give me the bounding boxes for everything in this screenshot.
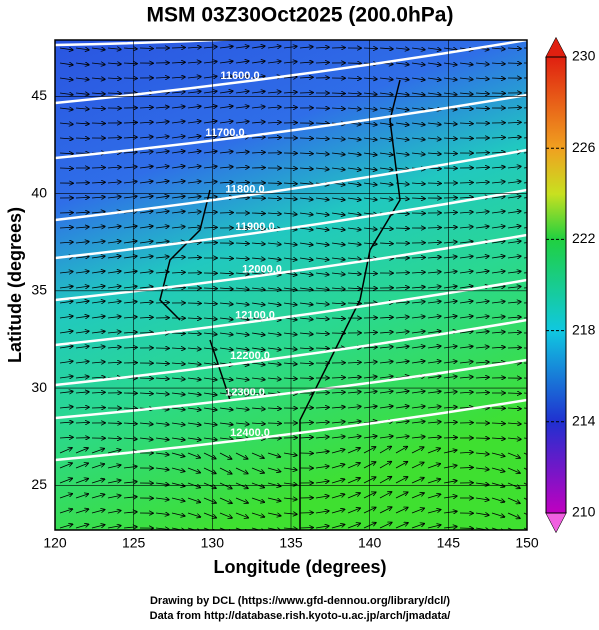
y-tick-label: 25 (31, 476, 47, 492)
colorbar-label: 210 (572, 504, 596, 520)
y-tick-label: 45 (31, 87, 47, 103)
contour-label: 12200.0 (230, 350, 270, 362)
y-tick-label: 40 (31, 184, 47, 200)
plot-area: 11500.011600.011700.011800.011900.012000… (55, 20, 537, 534)
wind-arrow (524, 528, 536, 534)
y-tick-label: 30 (31, 379, 47, 395)
colorbar-label: 218 (572, 321, 596, 337)
title: MSM 03Z30Oct2025 (200.0hPa) (147, 4, 454, 27)
wind-arrow (140, 48, 153, 49)
credit: Drawing by DCL (https://www.gfd-dennou.o… (150, 595, 450, 607)
wind-arrow (476, 108, 489, 109)
contour-label: 11900.0 (235, 221, 274, 233)
credit: Data from http://database.rish.kyoto-u.a… (150, 610, 451, 622)
y-tick-label: 35 (31, 282, 47, 298)
wind-arrow (124, 122, 137, 123)
x-tick-label: 145 (437, 535, 461, 551)
contour-label: 11700.0 (205, 127, 244, 139)
wind-arrow (172, 333, 185, 334)
x-tick-label: 125 (122, 535, 146, 551)
wind-arrow (476, 392, 489, 393)
contour-label: 12400.0 (230, 427, 270, 439)
x-tick-label: 135 (279, 535, 303, 551)
wind-arrow (460, 182, 473, 183)
x-tick-label: 140 (358, 535, 382, 551)
contour-label: 12100.0 (235, 309, 275, 321)
wind-arrow (332, 93, 345, 94)
contour-label: 11600.0 (220, 70, 259, 82)
colorbar-label: 222 (572, 230, 596, 246)
colorbar-max (546, 38, 566, 57)
y-axis-label: Latitude (degrees) (5, 207, 25, 363)
wind-arrow (268, 137, 281, 138)
colorbar-label: 214 (572, 413, 596, 429)
wind-arrow (252, 213, 265, 214)
wind-arrow (60, 168, 73, 169)
wind-arrow (188, 257, 201, 258)
contour-label: 12000.0 (242, 263, 282, 275)
colorbar-min (546, 513, 566, 532)
wind-arrow (300, 422, 313, 423)
wind-arrow (396, 228, 409, 229)
colorbar-label: 230 (572, 48, 596, 64)
x-axis-label: Longitude (degrees) (213, 557, 386, 577)
colorbar (546, 57, 566, 513)
colorbar-label: 226 (572, 139, 596, 155)
wind-arrow (508, 393, 521, 394)
x-tick-label: 120 (43, 535, 67, 551)
x-tick-label: 150 (515, 535, 539, 551)
x-tick-label: 130 (201, 535, 225, 551)
wind-arrow (316, 348, 329, 349)
